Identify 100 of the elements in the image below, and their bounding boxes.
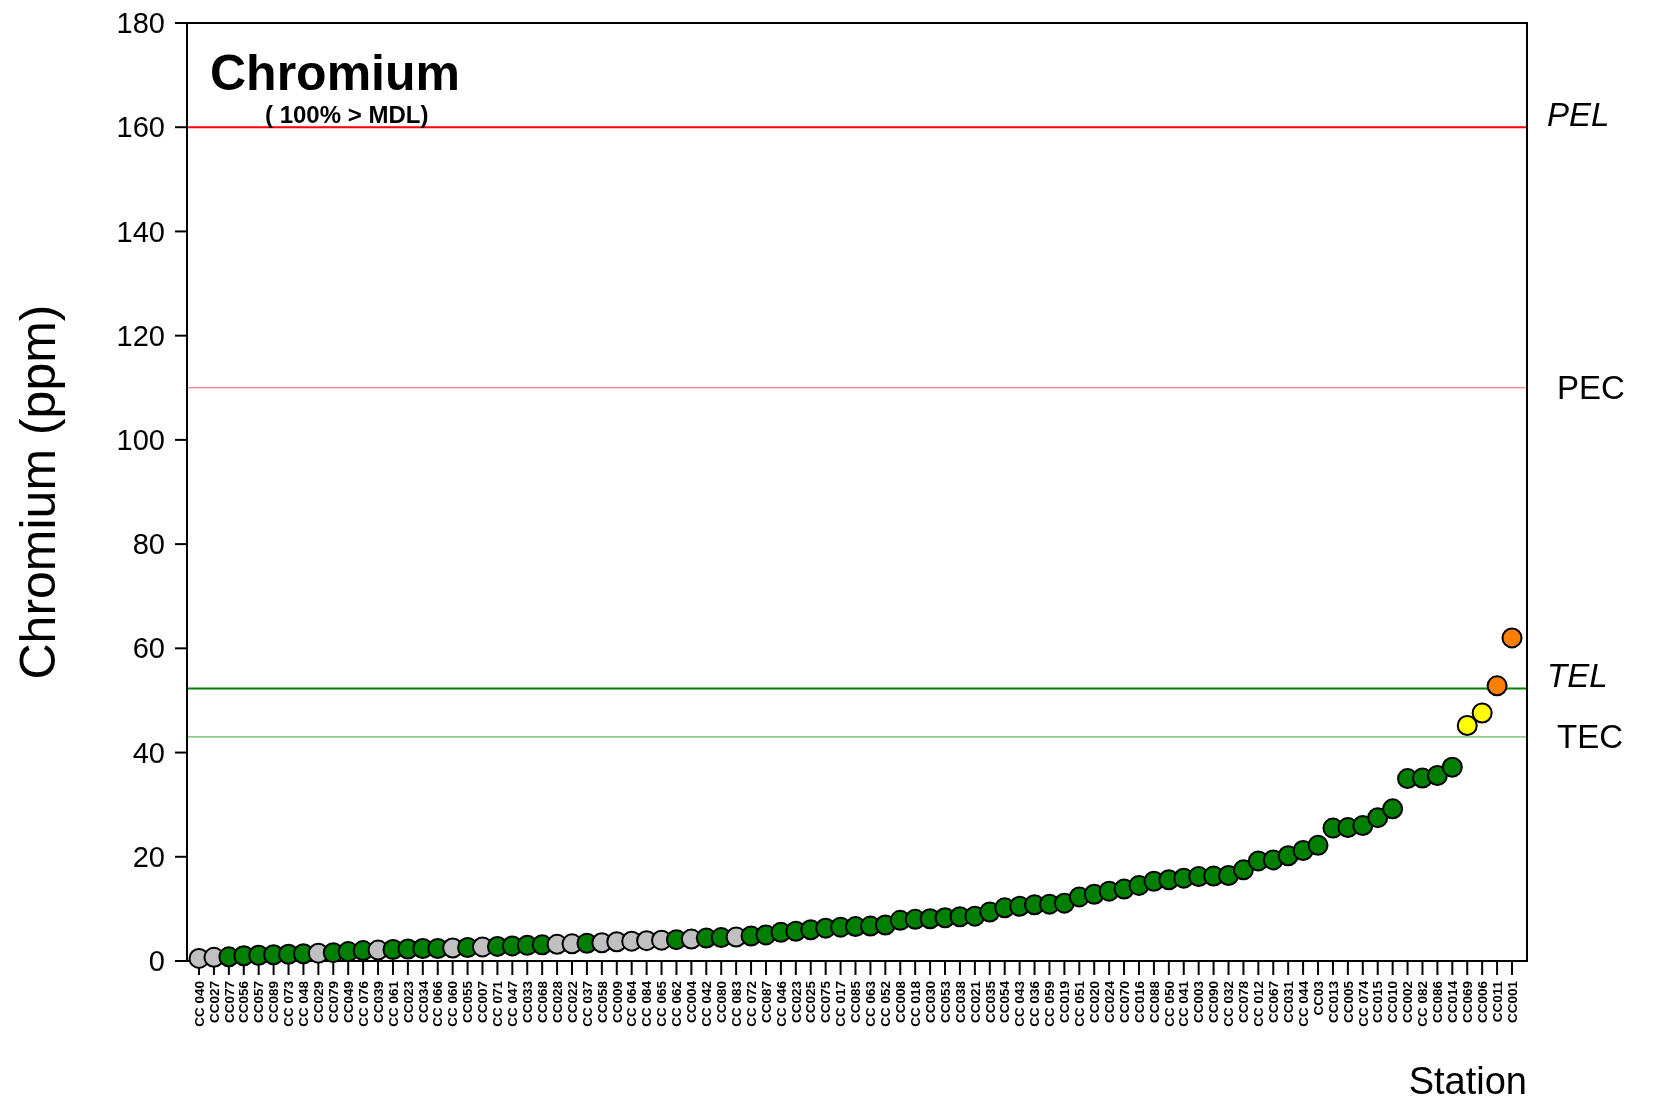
x-tick-label: CC080 <box>713 981 729 1024</box>
x-tick-label: CC007 <box>475 981 491 1024</box>
x-tick-label: CC 071 <box>490 980 506 1027</box>
x-tick-label: CC 052 <box>878 981 894 1027</box>
x-tick-label: CC029 <box>311 981 327 1024</box>
x-tick-label: CC014 <box>1445 980 1461 1024</box>
y-tick-label: 120 <box>116 319 165 352</box>
x-tick-label: CC 042 <box>699 981 715 1027</box>
x-tick-label: CC049 <box>340 981 356 1024</box>
x-tick-label: CC090 <box>1206 981 1222 1024</box>
x-tick-label: CC 032 <box>1221 981 1237 1027</box>
x-tick-label: CC023 <box>400 980 416 1024</box>
x-tick-label: CC 017 <box>833 981 849 1027</box>
x-tick-label: CC001 <box>1504 980 1520 1024</box>
x-tick-label: CC078 <box>1236 980 1252 1024</box>
x-tick-label: CC070 <box>1116 981 1132 1024</box>
x-tick-label: CC 076 <box>355 980 371 1027</box>
x-axis-title: Station <box>1408 1060 1527 1102</box>
x-tick-label: CC 072 <box>743 981 759 1027</box>
x-tick-label: CC 046 <box>773 980 789 1027</box>
x-tick-label: CC031 <box>1280 980 1296 1024</box>
x-tick-label: CC022 <box>564 981 580 1024</box>
x-tick-label: CC 036 <box>1027 980 1043 1027</box>
x-tick-label: CC 064 <box>624 980 640 1027</box>
x-tick-label: CC058 <box>594 980 610 1024</box>
x-tick-label: CC011 <box>1489 980 1505 1023</box>
x-tick-label: CC079 <box>326 981 342 1024</box>
x-tick-label: CC069 <box>1459 981 1475 1024</box>
x-tick-label: CC003 <box>1191 980 1207 1024</box>
x-tick-label: CC021 <box>967 980 983 1024</box>
x-tick-label: CC 062 <box>669 981 685 1027</box>
x-tick-label: CC 063 <box>863 980 879 1027</box>
x-tick-label: CC028 <box>549 980 565 1024</box>
y-tick-label: 180 <box>116 7 165 40</box>
x-tick-label: CC035 <box>982 980 998 1024</box>
y-tick-label: 80 <box>132 528 165 561</box>
x-tick-label: CC033 <box>519 980 535 1024</box>
x-tick-label: CC053 <box>937 980 953 1024</box>
x-tick-label: CC077 <box>221 981 237 1024</box>
x-tick-label: CC009 <box>609 981 625 1024</box>
x-tick-label: CC 040 <box>191 981 207 1027</box>
y-tick-label: 40 <box>132 736 165 769</box>
x-tick-label: CC055 <box>460 980 476 1024</box>
text: ( 100% > MDL) <box>265 101 429 128</box>
x-tick-label: CC056 <box>236 980 252 1024</box>
x-tick-label: CC03 <box>1310 980 1326 1016</box>
y-tick-label: 0 <box>148 945 165 978</box>
y-tick-label: 160 <box>116 111 165 144</box>
y-tick-label: 60 <box>132 632 165 665</box>
x-tick-label: CC 012 <box>1251 981 1267 1027</box>
x-tick-label: CC030 <box>922 981 938 1024</box>
x-tick-label: CC034 <box>415 980 431 1024</box>
x-tick-label: CC005 <box>1340 980 1356 1024</box>
x-tick-label: CC016 <box>1131 980 1147 1024</box>
x-tick-label: CC 044 <box>1295 980 1311 1027</box>
x-tick-label: CC 060 <box>445 981 461 1027</box>
x-tick-label: CC019 <box>1057 981 1073 1024</box>
x-tick-label: CC002 <box>1400 981 1416 1024</box>
x-tick-label: CC 047 <box>505 981 521 1027</box>
x-tick-label: CC 037 <box>579 981 595 1027</box>
x-tick-label: CC 048 <box>296 980 312 1027</box>
x-tick-label: CC015 <box>1370 980 1386 1024</box>
x-tick-label: CC075 <box>818 980 834 1024</box>
x-tick-label: CC057 <box>251 981 267 1024</box>
x-tick-label: CC068 <box>534 980 550 1024</box>
x-tick-label: CC 073 <box>281 980 297 1027</box>
text: Chromium <box>210 45 460 101</box>
ref-line-label: PEL <box>1547 95 1610 133</box>
x-tick-label: CC020 <box>1086 981 1102 1024</box>
x-tick-label: CC 051 <box>1072 980 1088 1027</box>
x-tick-label: CC027 <box>206 981 222 1024</box>
x-tick-label: CC 061 <box>385 980 401 1027</box>
x-tick-label: CC086 <box>1430 980 1446 1024</box>
x-tick-label: CC 074 <box>1355 980 1371 1027</box>
x-tick-label: CC085 <box>848 980 864 1024</box>
x-tick-label: CC 041 <box>1176 980 1192 1027</box>
x-tick-label: CC 066 <box>430 980 446 1027</box>
x-tick-label: CC 059 <box>1042 981 1058 1027</box>
y-tick-label: 20 <box>132 840 165 873</box>
x-tick-label: CC087 <box>758 981 774 1024</box>
x-tick-label: CC054 <box>997 980 1013 1024</box>
x-tick-label: CC038 <box>952 980 968 1024</box>
x-tick-label: CC 083 <box>728 980 744 1027</box>
x-tick-label: CC 050 <box>1161 981 1177 1027</box>
x-tick-label: CC089 <box>266 981 282 1024</box>
x-tick-label: CC023 <box>788 980 804 1024</box>
x-tick-label: CC004 <box>684 980 700 1024</box>
x-tick-label: CC024 <box>1101 980 1117 1024</box>
y-axis-title: Chromium (ppm) <box>10 304 66 680</box>
x-tick-label: CC 084 <box>639 980 655 1027</box>
x-tick-label: CC 082 <box>1415 981 1431 1027</box>
ref-line-label: TEL <box>1547 656 1608 694</box>
x-tick-label: CC013 <box>1325 980 1341 1024</box>
x-tick-label: CC008 <box>892 980 908 1024</box>
x-tick-label: CC 018 <box>907 980 923 1027</box>
ref-line-label: PEC <box>1557 369 1625 407</box>
ref-line-label: TEC <box>1557 718 1623 756</box>
x-tick-label: CC006 <box>1474 980 1490 1024</box>
y-tick-label: 140 <box>116 215 165 248</box>
x-tick-label: CC 065 <box>654 980 670 1027</box>
